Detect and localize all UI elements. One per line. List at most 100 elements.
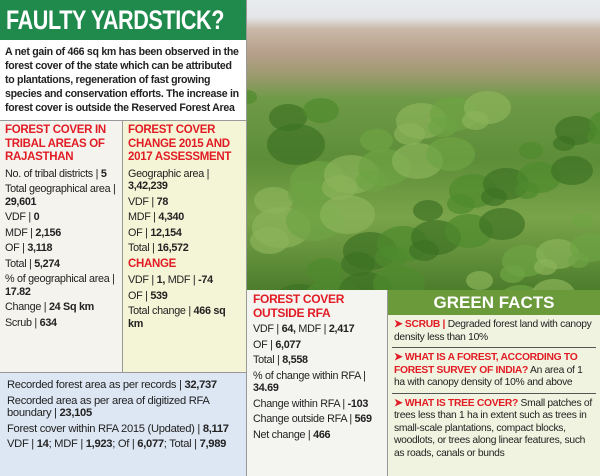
row-label: Change | <box>5 301 47 313</box>
data-row: Recorded area as per area of digitized R… <box>7 395 239 420</box>
row-value: 14 <box>36 438 49 450</box>
page-title: FAULTY YARDSTICK? <box>6 5 225 35</box>
tree-shape <box>479 208 525 241</box>
data-row: OF | 3,118 <box>5 242 117 255</box>
tree-shape <box>481 188 507 207</box>
row-value: 23,105 <box>59 407 92 419</box>
change-heading: FOREST COVER CHANGE 2015 AND 2017 ASSESS… <box>128 124 232 163</box>
row-label: ; Of | <box>112 438 138 450</box>
tree-shape <box>267 124 325 165</box>
fact-text: Degraded forest land with canopy density… <box>394 319 592 343</box>
row-value: 32,737 <box>184 379 217 391</box>
fact-key: ➤ WHAT IS A FOREST, ACCORDING TO FOREST … <box>394 352 578 376</box>
row-label: Change outside RFA | <box>253 413 352 425</box>
row-value: 3,118 <box>27 242 53 254</box>
forest-photo <box>247 0 600 290</box>
data-row: VDF | 78 <box>128 196 241 209</box>
tree-shape <box>375 246 407 269</box>
data-row: Change outside RFA | 569 <box>253 413 381 426</box>
tribal-areas-panel: FOREST COVER IN TRIBAL AREAS OF RAJASTHA… <box>0 121 123 372</box>
row-value: 569 <box>354 413 372 425</box>
row-value: 12,154 <box>150 226 182 239</box>
tree-shape <box>341 252 375 276</box>
change-subheading: CHANGE <box>128 257 177 270</box>
data-row: OF | 6,077 <box>253 339 381 352</box>
row-value: 634 <box>39 316 57 329</box>
row-label: MDF | <box>295 323 327 335</box>
row-label: VDF | <box>7 438 37 450</box>
tree-shape <box>589 110 600 138</box>
row-value: 16,572 <box>157 242 189 254</box>
row-value: 7,989 <box>199 438 227 450</box>
tree-shape <box>532 279 575 290</box>
row-label: Scrub | <box>5 316 37 329</box>
row-label: Recorded area as per area of digitized R… <box>7 394 209 420</box>
tree-shape <box>568 253 589 268</box>
row-label: VDF | <box>128 195 154 208</box>
change-assessment-panel: FOREST COVER CHANGE 2015 AND 2017 ASSESS… <box>123 121 246 372</box>
row-value: -74 <box>198 274 213 286</box>
data-row: VDF | 14; MDF | 1,923; Of | 6,077; Total… <box>7 438 239 451</box>
row-value: 1,923 <box>85 438 113 450</box>
tree-shape <box>394 123 425 145</box>
data-row: VDF | 0 <box>5 211 117 224</box>
data-row: MDF | 2,156 <box>5 227 117 240</box>
row-label: Recorded forest area as per records | <box>7 379 182 391</box>
row-value: 2,156 <box>35 226 61 239</box>
row-label: VDF | <box>253 323 279 335</box>
data-row: VDF | 64, MDF | 2,417 <box>253 323 381 336</box>
row-label: Geographic area | <box>128 167 210 180</box>
data-row: No. of tribal districts | 5 <box>5 168 117 181</box>
green-facts-heading: GREEN FACTS <box>388 290 600 315</box>
data-row: Change | 24 Sq km <box>5 301 117 314</box>
tree-shape <box>515 182 539 199</box>
tree-shape <box>428 117 457 138</box>
data-row: Change within RFA | -103 <box>253 398 381 411</box>
tree-shape <box>320 195 375 234</box>
row-label: VDF | <box>5 211 31 223</box>
row-value: 64, <box>281 323 296 335</box>
row-value: 6,077 <box>137 438 164 450</box>
data-row: Total change | 466 sq km <box>128 305 241 330</box>
tree-shape <box>572 213 593 228</box>
row-value: 0 <box>33 211 40 223</box>
row-label: Total | <box>5 257 32 270</box>
row-value: -103 <box>347 397 369 410</box>
row-value: 8,558 <box>282 354 308 366</box>
stats-columns: FOREST COVER IN TRIBAL AREAS OF RAJASTHA… <box>0 120 246 372</box>
row-label: Total geographical area | <box>5 183 116 195</box>
tree-shape <box>409 240 439 261</box>
row-label: Forest cover within RFA 2015 (Updated) | <box>7 422 200 435</box>
row-label: % of change within RFA | <box>253 369 366 382</box>
row-label: VDF | <box>128 274 154 286</box>
row-label: OF | <box>128 289 148 302</box>
tree-shape <box>271 284 329 290</box>
tree-shape <box>360 129 393 153</box>
row-value: 4,340 <box>158 211 184 223</box>
row-value: 24 Sq km <box>48 301 94 313</box>
data-row: Geographic area | 3,42,239 <box>128 168 241 193</box>
row-value: 17.82 <box>5 285 31 298</box>
data-row: OF | 539 <box>128 290 241 303</box>
row-label: Change within RFA | <box>253 397 345 410</box>
row-label: ; Total | <box>163 438 200 450</box>
tree-shape <box>303 98 339 124</box>
tree-shape <box>587 130 600 144</box>
data-row: MDF | 4,340 <box>128 211 241 224</box>
row-label: OF | <box>128 226 148 239</box>
fact-text: Small patches of trees less than 1 ha in… <box>394 397 592 459</box>
row-label: Total | <box>253 354 280 366</box>
data-row: % of change within RFA | 34.69 <box>253 370 381 395</box>
tree-shape <box>250 227 289 255</box>
tribal-heading: FOREST COVER IN TRIBAL AREAS OF RAJASTHA… <box>5 124 106 163</box>
row-label: MDF | <box>5 226 33 239</box>
row-value: 466 sq km <box>128 305 226 330</box>
row-value: 5,274 <box>34 257 60 270</box>
data-row: Forest cover within RFA 2015 (Updated) |… <box>7 423 239 436</box>
data-row: Net change | 466 <box>253 429 381 442</box>
tree-shape <box>498 285 543 290</box>
green-facts-panel: GREEN FACTS ➤ SCRUB | Degraded forest la… <box>387 290 600 476</box>
tree-shape <box>356 169 389 193</box>
row-value: 5 <box>100 167 107 180</box>
data-row: Total geographical area | 29,601 <box>5 183 117 208</box>
